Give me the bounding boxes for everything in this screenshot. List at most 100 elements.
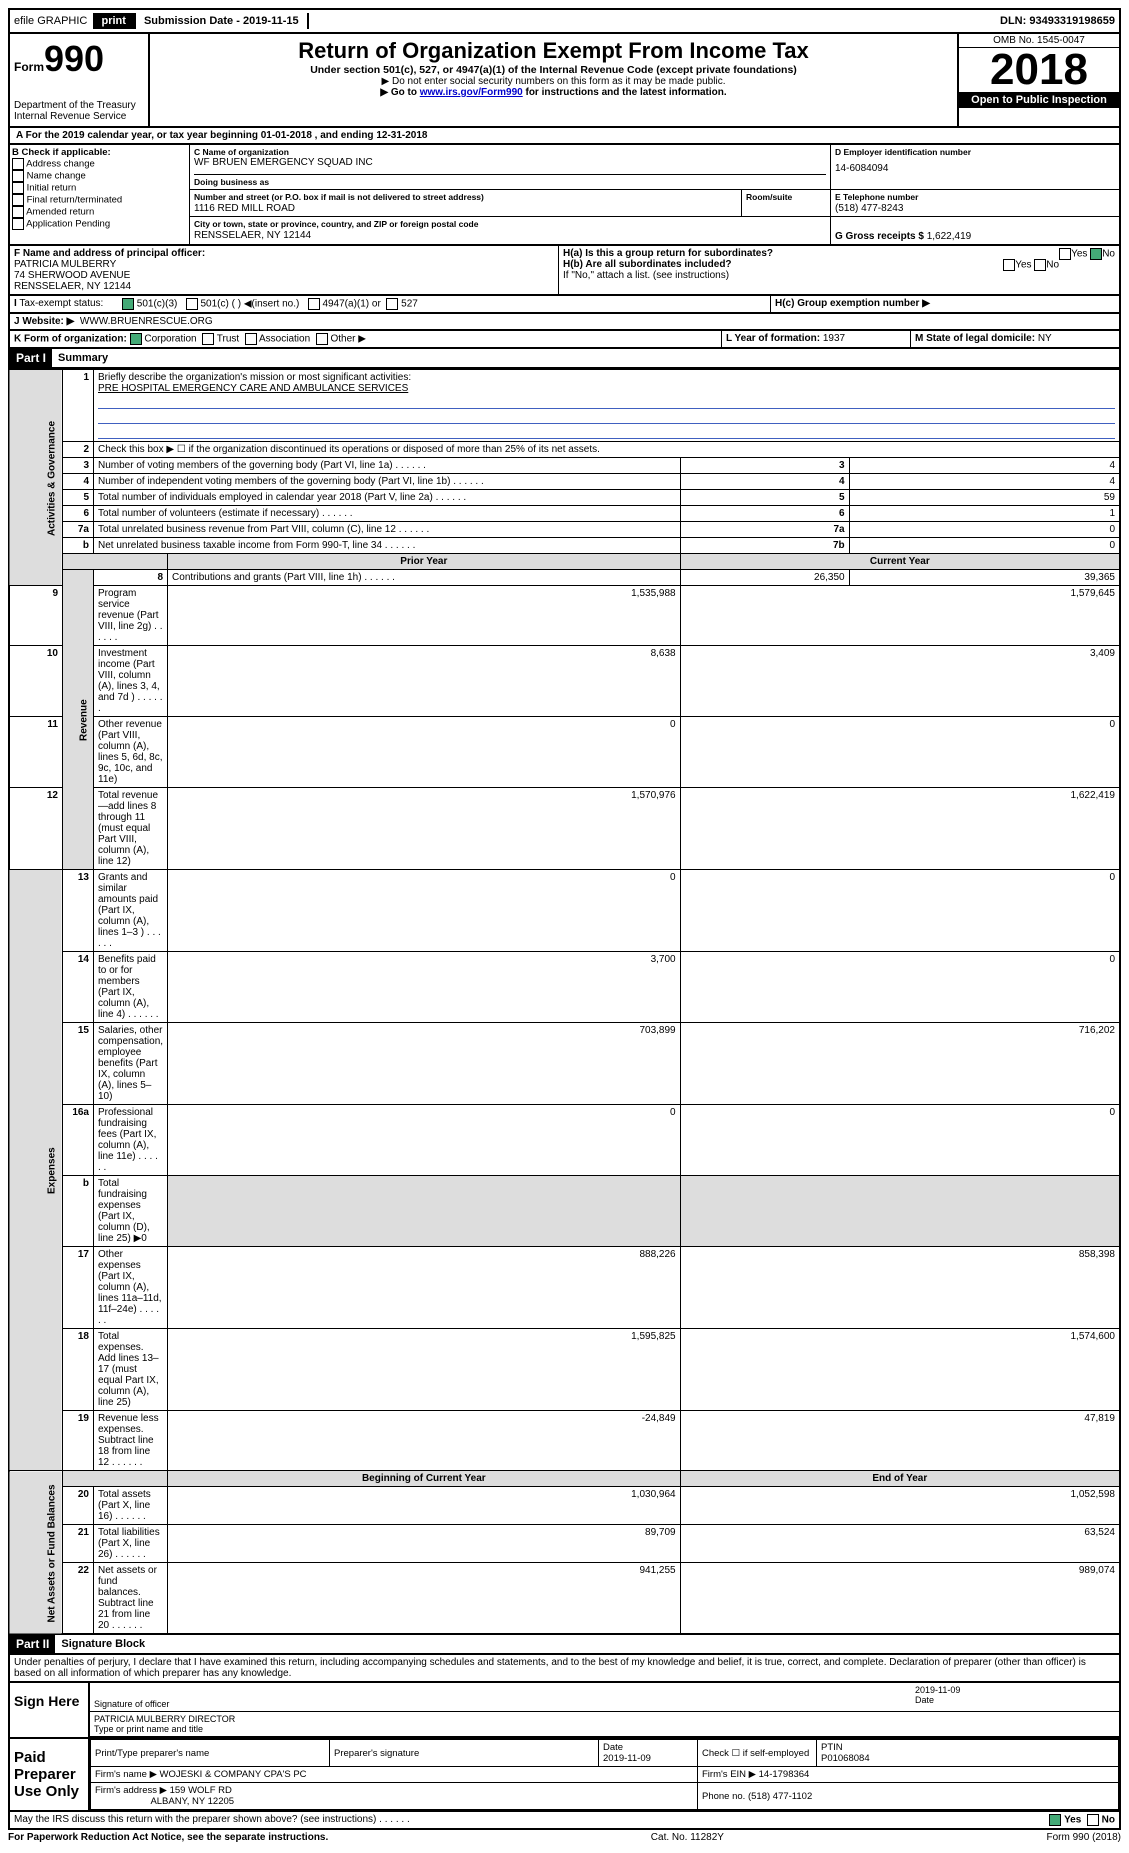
hb-yes[interactable] [1003, 259, 1015, 271]
sign-here-label: Sign Here [10, 1683, 90, 1737]
gross-receipts: 1,622,419 [927, 231, 972, 242]
chk-amended[interactable] [12, 206, 24, 218]
chk-corp[interactable] [130, 333, 142, 345]
p15: 703,899 [168, 1023, 681, 1105]
state-domicile: NY [1038, 333, 1052, 344]
chk-trust[interactable] [202, 333, 214, 345]
c21: 63,524 [680, 1525, 1120, 1563]
chk-other[interactable] [316, 333, 328, 345]
prep-date: 2019-11-09 [603, 1753, 651, 1764]
i-label: Tax-exempt status: [19, 298, 103, 309]
chk-assoc[interactable] [245, 333, 257, 345]
chk-initial[interactable] [12, 182, 24, 194]
opt-4947: 4947(a)(1) or [322, 299, 380, 310]
discuss-no[interactable] [1087, 1814, 1099, 1826]
l3-text: Number of voting members of the governin… [94, 458, 681, 474]
c10: 3,409 [680, 646, 1120, 717]
print-button[interactable]: print [93, 13, 133, 29]
p19: -24,849 [168, 1411, 681, 1471]
chk-4947[interactable] [308, 298, 320, 310]
row-i: I Tax-exempt status: 501(c)(3) 501(c) ( … [8, 296, 1121, 314]
c9: 1,579,645 [680, 586, 1120, 646]
ha-no[interactable] [1090, 248, 1102, 260]
l20: Total assets (Part X, line 16) [94, 1487, 168, 1525]
p8: 26,350 [680, 570, 849, 586]
ha-yes[interactable] [1059, 248, 1071, 260]
l17: Other expenses (Part IX, column (A), lin… [94, 1247, 168, 1329]
form990-link[interactable]: www.irs.gov/Form990 [420, 87, 523, 98]
officer-typed: PATRICIA MULBERRY DIRECTOR [94, 1714, 235, 1724]
c-name-label: C Name of organization [194, 147, 826, 157]
part2-header: Part II [10, 1635, 55, 1653]
sig-date: 2019-11-09 [915, 1685, 960, 1695]
chk-501c3[interactable] [122, 298, 134, 310]
efile-label: efile GRAPHIC [14, 15, 87, 27]
no-txt: No [1102, 249, 1115, 260]
end-hdr: End of Year [680, 1471, 1120, 1487]
opt-amended: Amended return [26, 207, 94, 218]
c22: 989,074 [680, 1563, 1120, 1635]
tax-year: 2018 [959, 48, 1119, 92]
submission-date: Submission Date - 2019-11-15 [134, 13, 309, 29]
prep-h4: Check ☐ if self-employed [698, 1740, 817, 1767]
l16a: Professional fundraising fees (Part IX, … [94, 1105, 168, 1176]
firm-addr2: ALBANY, NY 12205 [150, 1796, 234, 1807]
chk-final[interactable] [12, 194, 24, 206]
p11: 0 [168, 717, 681, 788]
chk-527[interactable] [386, 298, 398, 310]
part1-header: Part I [10, 349, 52, 367]
prep-h1: Print/Type preparer's name [91, 1740, 330, 1767]
v7b: 0 [849, 538, 1120, 554]
dba-label: Doing business as [194, 174, 826, 187]
part2-title: Signature Block [55, 1636, 151, 1652]
l19: Revenue less expenses. Subtract line 18 … [94, 1411, 168, 1471]
l22: Net assets or fund balances. Subtract li… [94, 1563, 168, 1635]
street-address: 1116 RED MILL ROAD [194, 203, 295, 214]
opt-final: Final return/terminated [27, 195, 123, 206]
opt-pending: Application Pending [26, 219, 110, 230]
l8: Contributions and grants (Part VIII, lin… [168, 570, 681, 586]
sign-here-block: Sign Here Signature of officer 2019-11-0… [8, 1683, 1121, 1739]
paid-prep-label: Paid Preparer Use Only [10, 1739, 90, 1810]
footer-mid: Cat. No. 11282Y [651, 1832, 724, 1843]
l2-text: Check this box ▶ ☐ if the organization d… [94, 442, 1121, 458]
beg-hdr: Beginning of Current Year [168, 1471, 681, 1487]
yes-txt: Yes [1071, 249, 1087, 260]
chk-pending[interactable] [12, 218, 24, 230]
prep-h3: Date [603, 1742, 623, 1753]
p12: 1,570,976 [168, 788, 681, 870]
yes-txt2: Yes [1015, 260, 1031, 271]
hb-no[interactable] [1034, 259, 1046, 271]
j-label: Website: ▶ [22, 316, 74, 327]
open-public: Open to Public Inspection [959, 92, 1119, 108]
b-title: B Check if applicable: [12, 147, 111, 158]
p17: 888,226 [168, 1247, 681, 1329]
opt-trust: Trust [217, 334, 239, 345]
col-b-checkboxes: B Check if applicable: Address change Na… [10, 145, 190, 244]
chk-address[interactable] [12, 158, 24, 170]
p10: 8,638 [168, 646, 681, 717]
v3: 4 [849, 458, 1120, 474]
declaration: Under penalties of perjury, I declare th… [8, 1655, 1121, 1683]
c16a: 0 [680, 1105, 1120, 1176]
k-label: K Form of organization: [14, 334, 127, 345]
footer-right: Form 990 (2018) [1047, 1832, 1121, 1843]
prep-h5: PTIN [821, 1742, 843, 1753]
v7a: 0 [849, 522, 1120, 538]
hc-label: H(c) Group exemption number ▶ [775, 298, 930, 309]
p22: 941,255 [168, 1563, 681, 1635]
g-label: G Gross receipts $ [835, 231, 924, 242]
chk-501c[interactable] [186, 298, 198, 310]
opt-corp: Corporation [144, 334, 196, 345]
p16a: 0 [168, 1105, 681, 1176]
page-footer: For Paperwork Reduction Act Notice, see … [8, 1830, 1121, 1845]
footer-left: For Paperwork Reduction Act Notice, see … [8, 1832, 328, 1843]
discuss-yes[interactable] [1049, 1814, 1061, 1826]
chk-name[interactable] [12, 170, 24, 182]
opt-501c3: 501(c)(3) [137, 299, 178, 310]
prior-hdr: Prior Year [168, 554, 681, 570]
officer-addr2: RENSSELAER, NY 12144 [14, 281, 131, 292]
row-klm: K Form of organization: Corporation Trus… [8, 331, 1121, 349]
vlabel-na: Net Assets or Fund Balances [9, 1471, 63, 1635]
v5: 59 [849, 490, 1120, 506]
